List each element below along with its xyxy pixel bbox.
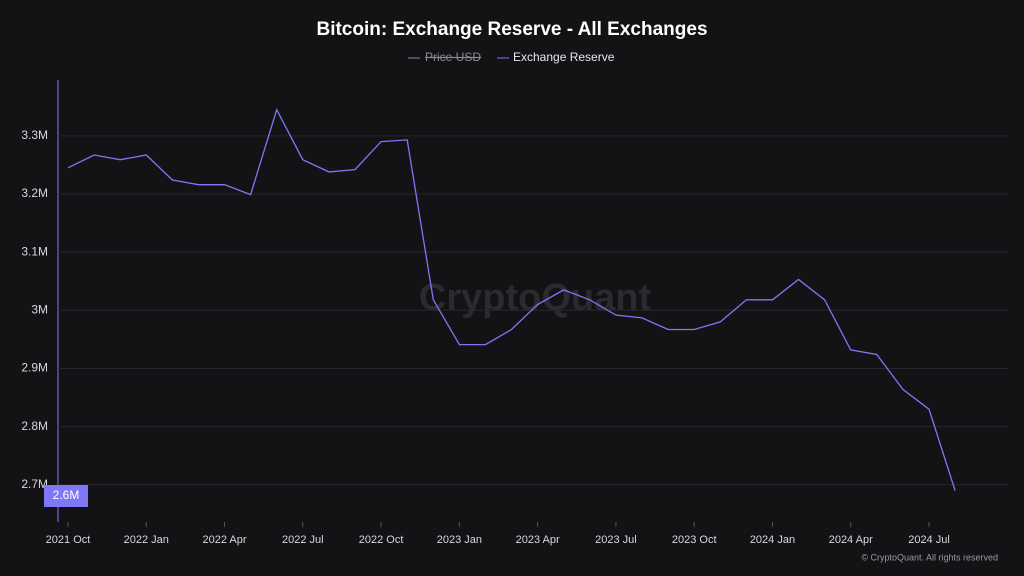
x-tick-label: 2022 Apr — [203, 534, 247, 546]
plot — [67, 107, 956, 491]
y-tick-label: 3M — [31, 302, 48, 316]
x-tick-label: 2023 Apr — [516, 534, 560, 546]
y-tick-label: 2.9M — [21, 361, 48, 375]
x-tick-label: 2024 Jul — [908, 534, 950, 546]
grid: 2.7M 2.8M 2.9M 3M 3.1M 3.2M 3.3M 2021 Oct 2022 J… — [21, 128, 1008, 546]
x-tick-label: 2024 Apr — [829, 534, 873, 546]
series-line — [67, 107, 956, 491]
y-tick-label: 3.3M — [21, 128, 48, 142]
x-tick-label: 2022 Jan — [124, 534, 169, 546]
y-tick-label: 3.1M — [21, 244, 48, 258]
footer: © CryptoQuant. All rights reserved — [861, 552, 998, 562]
y-tick-label: 2.7M — [21, 477, 48, 491]
current-value-label: 2.6M — [53, 488, 80, 502]
legend-label[interactable]: Price USD — [425, 50, 481, 64]
current-value-box — [44, 485, 88, 507]
x-tick-label: 2023 Oct — [672, 534, 717, 546]
y-tick-label: 2.8M — [21, 419, 48, 433]
chart-title: Bitcoin: Exchange Reserve - All Exchange… — [316, 19, 707, 40]
legend-label[interactable]: Exchange Reserve — [513, 50, 615, 64]
x-tick-label: 2022 Oct — [359, 534, 404, 546]
x-tick-label: 2021 Oct — [46, 534, 91, 546]
x-tick-label: 2022 Jul — [282, 534, 324, 546]
x-tick-label: 2024 Jan — [750, 534, 795, 546]
y-tick-label: 3.2M — [21, 186, 48, 200]
x-tick-label: 2023 Jul — [595, 534, 637, 546]
watermark: CryptoQuant — [419, 277, 652, 319]
x-tick-label: 2023 Jan — [437, 534, 482, 546]
